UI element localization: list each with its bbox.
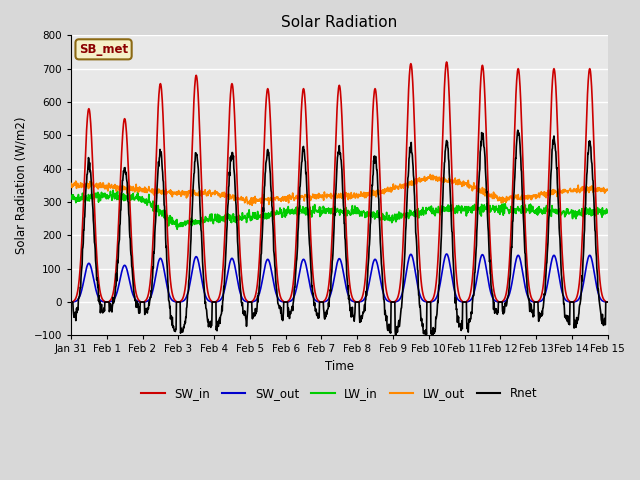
LW_in — [278, 212, 286, 217]
SW_out — [422, 299, 429, 304]
Rnet — [604, 299, 611, 305]
X-axis label: Time: Time — [324, 360, 354, 373]
Line: SW_in: SW_in — [71, 62, 607, 302]
SW_out — [67, 299, 75, 305]
SW_out — [556, 281, 564, 287]
LW_out — [248, 203, 256, 208]
LW_in — [557, 209, 564, 215]
LW_in — [422, 204, 430, 210]
Line: Rnet: Rnet — [71, 130, 607, 336]
SW_in — [556, 207, 564, 213]
LW_in — [511, 206, 518, 212]
SW_in — [291, 265, 298, 271]
Rnet — [429, 334, 436, 339]
SW_out — [604, 299, 611, 305]
Y-axis label: Solar Radiation (W/m2): Solar Radiation (W/m2) — [15, 117, 28, 254]
LW_in — [604, 210, 611, 216]
Rnet — [514, 127, 522, 133]
Line: SW_out: SW_out — [71, 254, 607, 302]
LW_out — [557, 189, 564, 194]
SW_out — [443, 251, 451, 257]
SW_out — [291, 292, 298, 298]
Title: Solar Radiation: Solar Radiation — [281, 15, 397, 30]
LW_out — [291, 195, 299, 201]
LW_out — [278, 195, 285, 201]
SW_in — [186, 219, 193, 225]
SW_in — [510, 141, 518, 147]
Rnet — [510, 189, 518, 194]
LW_out — [186, 188, 193, 193]
SW_in — [604, 299, 611, 305]
SW_in — [422, 297, 429, 303]
LW_in — [291, 206, 299, 212]
Rnet — [278, 312, 285, 318]
Text: SB_met: SB_met — [79, 43, 128, 56]
LW_out — [422, 178, 429, 183]
LW_in — [186, 220, 194, 226]
SW_in — [443, 59, 451, 65]
LW_in — [109, 187, 117, 193]
LW_in — [173, 227, 181, 232]
Rnet — [67, 299, 75, 305]
Rnet — [291, 284, 298, 290]
Rnet — [557, 255, 564, 261]
SW_out — [278, 299, 285, 304]
LW_out — [511, 194, 518, 200]
SW_in — [67, 299, 75, 305]
LW_out — [67, 181, 75, 187]
SW_out — [510, 267, 518, 273]
LW_out — [426, 171, 434, 177]
Line: LW_out: LW_out — [71, 174, 607, 205]
Rnet — [186, 268, 193, 274]
SW_in — [278, 297, 285, 302]
SW_out — [186, 283, 193, 289]
Line: LW_in: LW_in — [71, 190, 607, 229]
LW_out — [604, 187, 611, 192]
LW_in — [67, 194, 75, 200]
Rnet — [422, 328, 429, 334]
Legend: SW_in, SW_out, LW_in, LW_out, Rnet: SW_in, SW_out, LW_in, LW_out, Rnet — [136, 382, 542, 404]
